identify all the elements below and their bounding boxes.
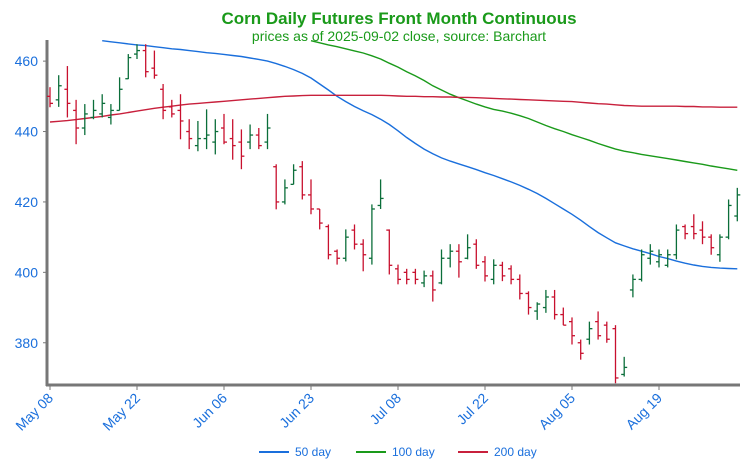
x-tick-label: Jul 08 — [366, 390, 404, 428]
y-tick-label: 380 — [15, 335, 39, 351]
moving-average-line — [49, 94, 738, 123]
moving-average-line — [310, 40, 738, 171]
x-tick-label: Aug 19 — [622, 390, 665, 433]
moving-average-line — [102, 40, 738, 270]
x-tick-label: Jul 22 — [453, 390, 491, 428]
y-tick-label: 400 — [15, 264, 39, 280]
y-tick-label: 460 — [15, 53, 39, 69]
legend-label: 50 day — [295, 445, 331, 459]
chart-subtitle: prices as of 2025-09-02 close, source: B… — [252, 28, 546, 44]
plot-area — [49, 40, 738, 270]
y-tick-label: 420 — [15, 194, 39, 210]
x-tick-label: May 08 — [12, 390, 56, 434]
y-tick-label: 440 — [15, 124, 39, 140]
legend-label: 100 day — [392, 445, 435, 459]
x-tick-label: Aug 05 — [535, 390, 578, 433]
x-tick-label: Jun 23 — [276, 390, 317, 431]
legend-label: 200 day — [494, 445, 537, 459]
x-tick-label: May 22 — [99, 390, 143, 434]
chart-title: Corn Daily Futures Front Month Continuou… — [221, 9, 576, 28]
x-tick-label: Jun 06 — [189, 390, 230, 431]
